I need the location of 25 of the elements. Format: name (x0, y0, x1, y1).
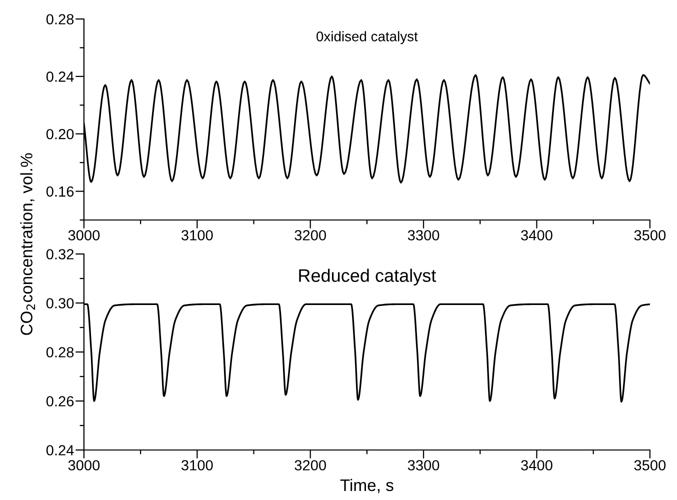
y-axis-title: CO$_{2}$concentration, vol.% (20, 153, 36, 335)
y-tick-label: 0.24 (46, 445, 74, 456)
y-tick-label: 0.32 (46, 249, 74, 260)
x-tick-label: 3100 (181, 460, 213, 470)
y-tick-label: 0.28 (46, 347, 74, 358)
text: Reduced catalyst (299, 268, 436, 286)
x-tick-label: 3300 (408, 230, 440, 240)
y-tick-label: 0.20 (46, 128, 74, 140)
text: 0xidised catalyst (316, 31, 418, 44)
x-axis-title: Time, s (340, 478, 394, 494)
y-tick-label: 0.26 (46, 396, 74, 406)
x-tick-label: 3500 (634, 460, 666, 470)
y-tick-label: 0.28 (46, 14, 74, 24)
x-tick-label: 3500 (634, 230, 666, 240)
y-tick-label: 0.24 (46, 72, 74, 82)
x-tick-label: 3200 (294, 230, 326, 240)
x-tick-label: 3000 (68, 230, 100, 240)
y-tick-label: 0.16 (46, 186, 74, 197)
x-tick-label: 3400 (521, 460, 552, 470)
y-tick-label: 0.30 (46, 298, 74, 308)
x-tick-label: 3000 (68, 460, 100, 470)
x-tick-label: 3100 (181, 230, 213, 240)
x-tick-label: 3200 (294, 460, 326, 470)
x-tick-label: 3400 (521, 230, 552, 240)
x-tick-label: 3300 (408, 460, 440, 470)
